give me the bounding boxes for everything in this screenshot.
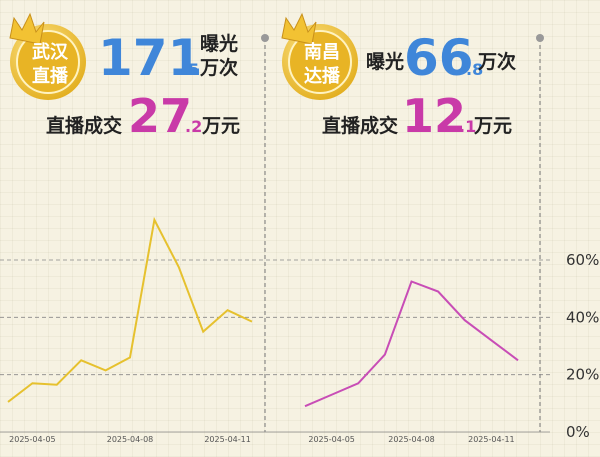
deal-unit: 万元 <box>201 115 240 137</box>
exposure-dec: .5 <box>182 60 199 79</box>
y-tick-label: 0% <box>566 423 590 441</box>
x-tick-label: 2025-04-11 <box>468 435 515 444</box>
deal-label: 直播成交 <box>46 114 122 137</box>
exposure-int: 66 <box>404 29 474 87</box>
badge-text: 直播 <box>32 65 69 87</box>
exposure-int: 171 <box>98 29 202 87</box>
deal-dec: .2 <box>185 117 202 136</box>
x-tick-label: 2025-04-08 <box>107 435 154 444</box>
badge: 南昌 达播 <box>281 12 358 100</box>
divider-dot <box>261 34 269 42</box>
deal-int: 27 <box>128 89 192 143</box>
deal-dec: .1 <box>459 117 476 136</box>
divider-dot <box>536 34 544 42</box>
x-tick-label: 2025-04-08 <box>388 435 435 444</box>
exposure-label: 曝光 <box>366 50 404 73</box>
deal-label: 直播成交 <box>322 114 398 137</box>
exposure-label: 万次 <box>199 56 238 79</box>
x-tick-label: 2025-04-05 <box>308 435 355 444</box>
y-tick-label: 20% <box>566 366 599 384</box>
deal-int: 12 <box>402 89 466 143</box>
line <box>7 216 253 403</box>
exposure-label: 万次 <box>477 50 516 73</box>
x-tick-label: 2025-04-05 <box>9 435 56 444</box>
badge-text: 武汉 <box>32 42 69 63</box>
x-tick-label: 2025-04-11 <box>204 435 251 444</box>
line <box>304 280 519 408</box>
exposure-dec: .8 <box>466 60 483 79</box>
badge-text: 达播 <box>304 65 341 87</box>
y-tick-label: 40% <box>566 308 599 326</box>
deal-unit: 万元 <box>473 115 512 137</box>
badge: 武汉 直播 <box>9 12 86 100</box>
y-tick-label: 60% <box>566 251 599 269</box>
exposure-label: 曝光 <box>200 32 238 55</box>
badge-text: 南昌 <box>304 41 340 63</box>
